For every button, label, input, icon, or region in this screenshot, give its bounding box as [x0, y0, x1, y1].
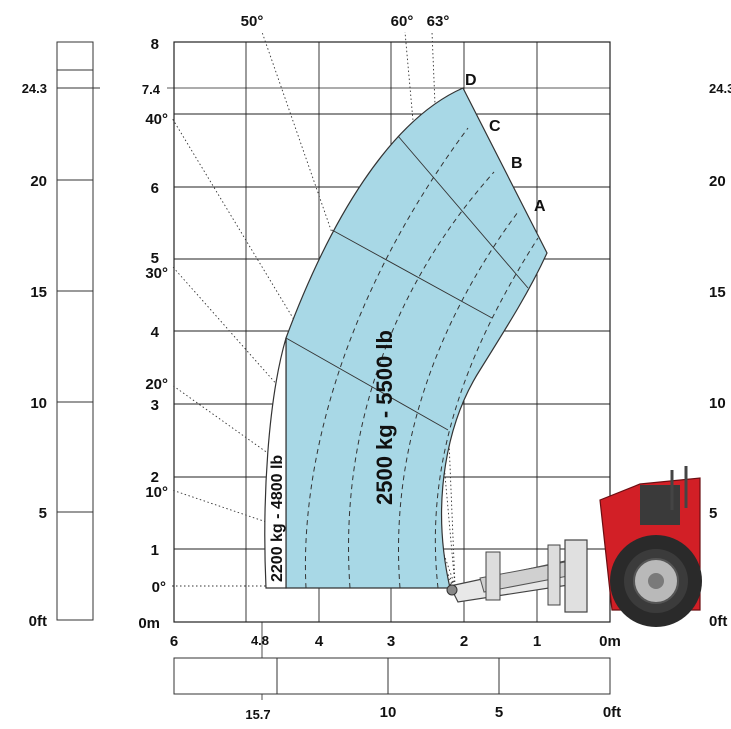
right-ft-tick: 24.3 — [709, 81, 731, 96]
left-ft-tick: 15 — [30, 284, 47, 301]
left-m-tick: 5 — [151, 250, 159, 267]
boom-arm — [446, 539, 588, 613]
left-m-tick: 1 — [151, 542, 159, 559]
load-zone-main — [285, 87, 548, 589]
left-m-tick: 0m — [138, 615, 160, 632]
right-ft-tick: 5 — [709, 505, 717, 522]
load-label-outer: 2200 kg - 4800 lb — [269, 455, 286, 582]
left-m-axis: 8 7.4 6 5 4 3 2 1 0m — [138, 36, 160, 632]
machine-body — [599, 466, 702, 627]
bottom-m-tick: 0m — [599, 633, 621, 650]
angle-label: 0° — [152, 579, 166, 596]
left-ft-axis: 24.3 20 15 10 5 0ft — [22, 81, 47, 630]
bottom-ft-tick: 5 — [495, 704, 503, 721]
bottom-m-tick: 4.8 — [251, 633, 269, 648]
extension-letters: A B C D — [465, 72, 546, 215]
bottom-ft-scale — [173, 657, 611, 695]
angle-label: 30° — [145, 265, 168, 282]
bottom-m-tick: 6 — [170, 633, 178, 650]
left-m-tick: 7.4 — [142, 82, 161, 97]
bottom-ft-tick: 0ft — [603, 704, 621, 721]
left-m-tick: 3 — [151, 397, 159, 414]
angle-label: 40° — [145, 111, 168, 128]
left-ft-tick: 0ft — [29, 613, 47, 630]
right-ft-tick: 0ft — [709, 613, 727, 630]
load-label-main: 2500 kg - 5500 lb — [372, 330, 397, 505]
bottom-m-axis: 6 4.8 4 3 2 1 0m — [170, 633, 621, 650]
left-m-tick: 8 — [151, 36, 159, 53]
left-ft-tick: 10 — [30, 395, 47, 412]
extension-letter-a: A — [534, 198, 546, 215]
left-ft-tick: 20 — [30, 173, 47, 190]
left-ft-tick: 5 — [39, 505, 47, 522]
load-zone-outer — [264, 337, 287, 589]
angle-label: 20° — [145, 376, 168, 393]
extension-letter-c: C — [489, 118, 501, 135]
extension-letter-d: D — [465, 72, 477, 89]
right-ft-axis: 24.3 20 15 10 5 0ft — [709, 81, 731, 630]
angle-label: 50° — [241, 13, 264, 30]
left-m-tick: 4 — [151, 324, 160, 341]
bottom-m-tick: 4 — [315, 633, 324, 650]
bottom-m-tick: 3 — [387, 633, 395, 650]
angle-label: 60° — [391, 13, 414, 30]
extension-letter-b: B — [511, 155, 523, 172]
top-angle-labels: 50° 60° 63° — [241, 13, 450, 30]
left-m-tick: 2 — [151, 469, 159, 486]
left-ft-scale — [56, 41, 100, 621]
bottom-m-tick: 1 — [533, 633, 541, 650]
left-angle-labels: 40° 30° 20° 10° 0° — [145, 111, 168, 596]
bottom-ft-axis: 15.7 10 5 0ft — [245, 704, 621, 722]
angle-label: 63° — [427, 13, 450, 30]
angle-label: 10° — [145, 484, 168, 501]
bottom-m-tick: 2 — [460, 633, 468, 650]
left-m-tick: 6 — [151, 180, 159, 197]
right-ft-tick: 20 — [709, 173, 726, 190]
left-ft-tick: 24.3 — [22, 81, 47, 96]
right-ft-tick: 10 — [709, 395, 726, 412]
bottom-ft-tick: 10 — [380, 704, 397, 721]
right-ft-tick: 15 — [709, 284, 726, 301]
bottom-ft-tick: 15.7 — [245, 707, 270, 722]
